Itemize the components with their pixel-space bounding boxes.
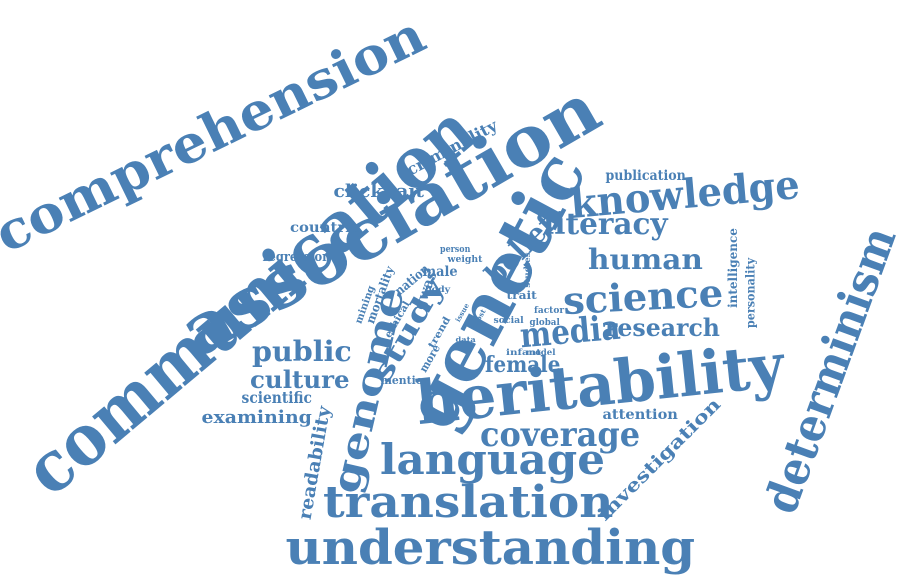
word-model: model [526,347,556,357]
word-weight: weight [447,254,483,265]
word-intelligence: intelligence [725,228,740,308]
word-personality: personality [743,257,758,329]
word-global: global [529,317,560,328]
word-attention: attention [602,407,678,423]
word-public: public [252,335,352,368]
word-infant: infant [505,347,541,357]
word-data: data [454,334,476,344]
word-literacy: literacy [542,207,668,242]
word-translation: translation [323,477,614,528]
word-mention: mention [380,373,431,387]
word-human: human [587,243,703,276]
word-language: language [379,435,605,484]
word-person: person [440,244,471,255]
word-scientific: scientific [241,388,312,407]
word-male: male [422,264,458,280]
word-understanding: understanding [285,520,695,576]
word-studies: studies [522,252,533,288]
word-coverage: coverage [480,415,641,455]
word-female: female [484,352,560,378]
word-countrie: countrie [289,220,361,236]
word-trait: trait [505,288,537,302]
word-social: social [493,315,524,326]
word-clickbait: clickbait [333,181,424,202]
word-factor: factor [534,305,565,316]
word-publication: publication [605,168,686,184]
word-research: research [604,313,720,342]
word-examining: examining [200,407,312,428]
word-body: body [424,284,450,294]
word-regression: regression [262,249,331,265]
word-culture: culture [250,365,350,394]
